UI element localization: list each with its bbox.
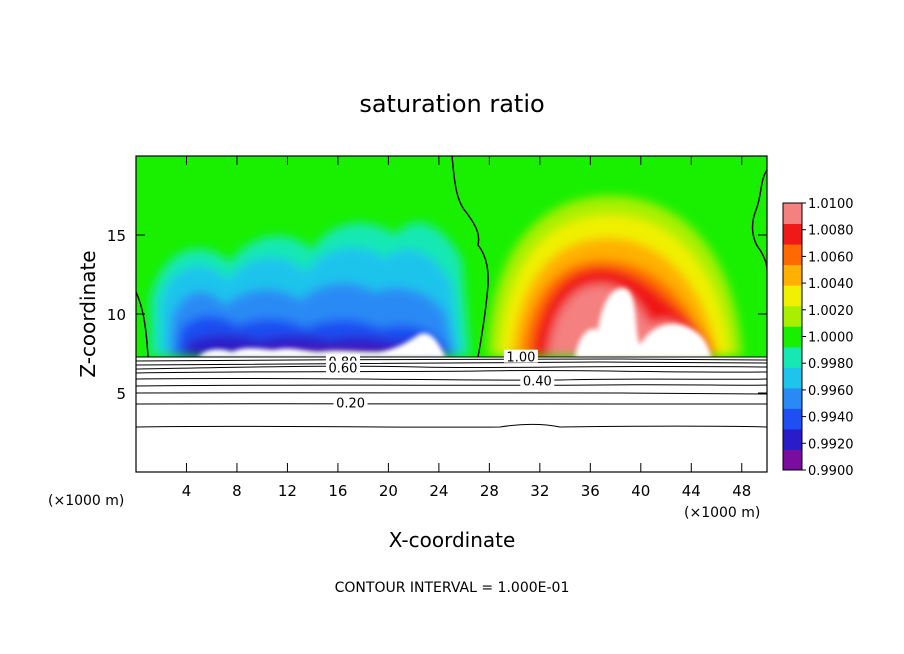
x-tick-label: 36	[581, 482, 600, 500]
colorbar: 1.0100 1.0080 1.0060 1.0040 1.0020 1.0000 0.99…	[782, 197, 854, 479]
x-tick-label: 8	[232, 482, 242, 500]
colorbar-swatch	[783, 408, 802, 430]
colorbar-swatch	[783, 244, 802, 266]
y-tick-label: 5	[116, 385, 126, 403]
x-tick-label: 16	[328, 482, 347, 500]
x-tick-label: 44	[682, 482, 701, 500]
colorbar-label: 1.0100	[808, 197, 854, 212]
x-tick-label: 12	[278, 482, 297, 500]
colorbar-swatch	[783, 326, 802, 348]
contour-label-bg	[520, 373, 555, 387]
colorbar-swatch	[783, 367, 802, 389]
x-axis-origin-unit: (×1000 m)	[48, 493, 124, 509]
contour-label: 0.40	[523, 374, 552, 389]
contour-label: 0.60	[328, 362, 357, 377]
chart-title: saturation ratio	[359, 90, 544, 118]
y-tick-label: 10	[107, 306, 126, 324]
x-axis-ticks: 4 8 12 16 20 24 28 32 36 40 44 48	[182, 156, 751, 500]
colorbar-swatch	[783, 449, 802, 471]
colorbar-label: 0.9960	[808, 384, 854, 399]
x-tick-label: 40	[631, 482, 650, 500]
x-axis-unit: (×1000 m)	[684, 505, 760, 521]
colorbar-label: 1.0080	[808, 224, 854, 239]
x-tick-label: 48	[732, 482, 751, 500]
contour-labels: 0.800.600.400.201.00	[325, 349, 555, 411]
x-tick-label: 24	[429, 482, 448, 500]
colorbar-label: 0.9920	[808, 437, 854, 452]
y-axis-ticks: 5 10 15	[107, 227, 767, 403]
contour-label-bg	[325, 360, 360, 374]
x-tick-label: 20	[379, 482, 398, 500]
y-axis-label: Z-coordinate	[76, 250, 100, 377]
colorbar-label: 0.9980	[808, 357, 854, 372]
colorbar-swatch	[783, 428, 802, 450]
colorbar-swatch	[783, 223, 802, 245]
x-tick-label: 4	[182, 482, 192, 500]
colorbar-swatch	[783, 203, 802, 225]
colorbar-label: 1.0040	[808, 277, 854, 292]
colorbar-swatch	[783, 264, 802, 286]
contour-label-bg	[333, 395, 368, 409]
y-tick-label: 15	[107, 227, 126, 245]
saturation-field	[136, 156, 767, 472]
colorbar-swatch	[783, 346, 802, 368]
contour-label: 1.00	[506, 351, 535, 366]
contour-interval: CONTOUR INTERVAL = 1.000E-01	[335, 580, 570, 596]
colorbar-swatch	[783, 387, 802, 409]
colorbar-swatch	[783, 305, 802, 327]
colorbar-swatch	[783, 285, 802, 307]
contour-label: 0.20	[336, 396, 365, 411]
colorbar-label: 1.0060	[808, 250, 854, 265]
colorbar-label: 0.9900	[808, 464, 854, 479]
x-tick-label: 32	[530, 482, 549, 500]
x-axis-label: X-coordinate	[389, 528, 516, 552]
colorbar-label: 0.9940	[808, 411, 854, 426]
x-tick-label: 28	[480, 482, 499, 500]
colorbar-label: 1.0000	[808, 331, 854, 346]
contour-label-bg	[503, 349, 538, 363]
colorbar-label: 1.0020	[808, 304, 854, 319]
